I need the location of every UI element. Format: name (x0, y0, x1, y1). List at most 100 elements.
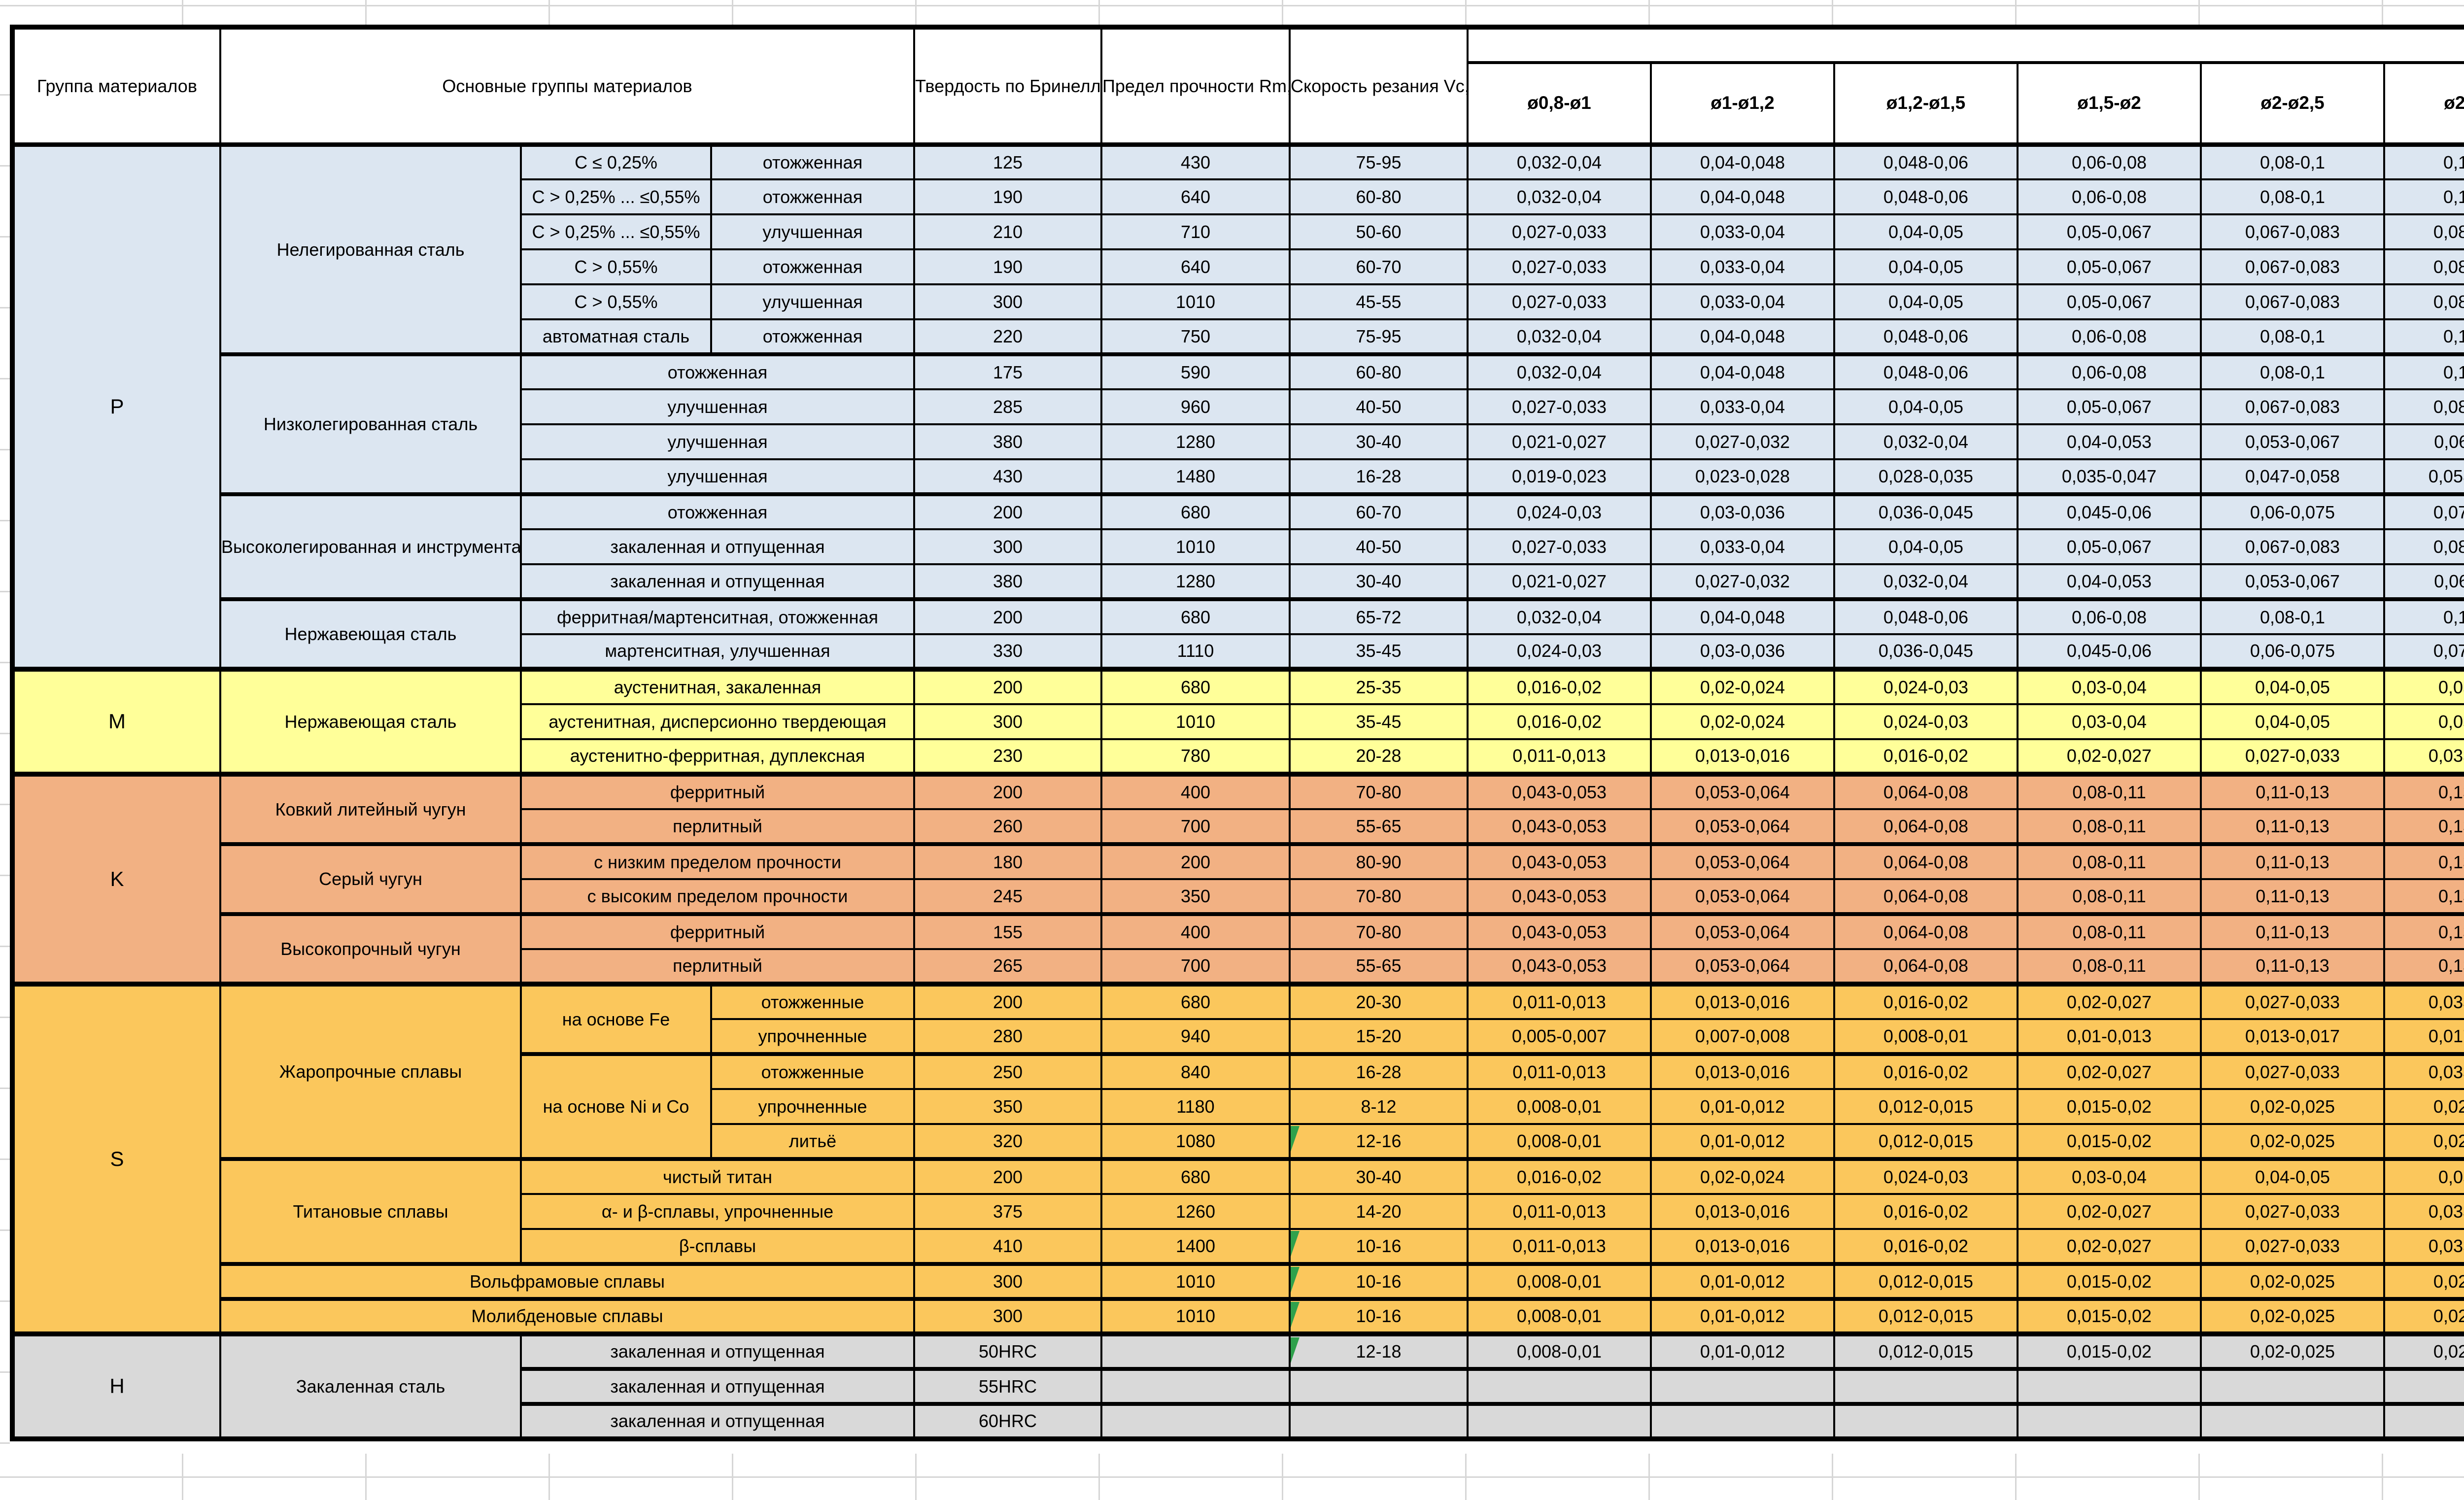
feed-cell[interactable]: 0,032-0,04 (1467, 318, 1652, 355)
rm-cell[interactable]: 700 (1100, 948, 1291, 985)
feed-cell[interactable]: 0,05-0,08 (2383, 703, 2464, 740)
condition-cell[interactable]: C > 0,25% ... ≤0,55% (520, 213, 712, 250)
feed-cell[interactable] (1467, 1402, 1652, 1440)
treatment-cell[interactable]: отожженная (710, 178, 915, 215)
feed-cell[interactable]: 0,013-0,016 (1650, 982, 1835, 1020)
feed-cell[interactable]: 0,015-0,02 (2017, 1088, 2202, 1125)
feed-cell[interactable]: 0,025-0,04 (2383, 1088, 2464, 1125)
feed-cell[interactable]: 0,08-0,11 (2017, 948, 2202, 985)
feed-cell[interactable]: 0,048-0,06 (1833, 178, 2019, 215)
feed-cell[interactable]: 0,064-0,08 (1833, 808, 2019, 845)
feed-cell[interactable]: 0,011-0,013 (1467, 738, 1652, 775)
feed-cell[interactable]: 0,064-0,08 (1833, 878, 2019, 915)
feed-cell[interactable]: 0,021-0,027 (1467, 563, 1652, 600)
feed-cell[interactable]: 0,033-0,053 (2383, 1193, 2464, 1230)
feed-cell[interactable]: 0,083-0,13 (2383, 248, 2464, 285)
vc-cell[interactable]: 40-50 (1289, 528, 1469, 565)
condition-cell[interactable]: закаленная и отпущенная (520, 1402, 915, 1440)
feed-cell[interactable]: 0,008-0,01 (1467, 1331, 1652, 1370)
vc-cell[interactable]: 14-20 (1289, 1193, 1469, 1230)
feed-cell[interactable]: 0,033-0,04 (1650, 283, 1835, 320)
feed-cell[interactable]: 0,012-0,015 (1833, 1262, 2019, 1300)
feed-cell[interactable]: 0,04-0,05 (1833, 528, 2019, 565)
feed-cell[interactable]: 0,053-0,064 (1650, 948, 1835, 985)
feed-cell[interactable] (2200, 1367, 2385, 1405)
feed-cell[interactable]: 0,007-0,008 (1650, 1018, 1835, 1055)
feed-cell[interactable]: 0,064-0,08 (1833, 772, 2019, 810)
rm-cell[interactable]: 1010 (1100, 283, 1291, 320)
vc-cell[interactable]: 55-65 (1289, 808, 1469, 845)
feed-cell[interactable]: 0,027-0,033 (2200, 1228, 2385, 1265)
feed-cell[interactable]: 0,033-0,04 (1650, 528, 1835, 565)
feed-cell[interactable]: 0,04-0,048 (1650, 318, 1835, 355)
hb-cell[interactable]: 285 (913, 388, 1102, 425)
feed-cell[interactable]: 0,053-0,064 (1650, 912, 1835, 950)
feed-cell[interactable]: 0,11-0,13 (2200, 912, 2385, 950)
hb-cell[interactable]: 200 (913, 1157, 1102, 1195)
treatment-cell[interactable]: улучшенная (710, 213, 915, 250)
feed-cell[interactable] (1650, 1402, 1835, 1440)
treatment-cell[interactable]: упрочненные (710, 1088, 915, 1125)
feed-cell[interactable]: 0,075-0,12 (2383, 633, 2464, 670)
material-cell[interactable]: Нелегированная сталь (219, 143, 522, 355)
vc-cell[interactable]: 10-16 (1289, 1228, 1469, 1265)
feed-cell[interactable]: 0,04-0,048 (1650, 178, 1835, 215)
hb-cell[interactable]: 380 (913, 423, 1102, 460)
hb-cell[interactable]: 200 (913, 982, 1102, 1020)
feed-cell[interactable]: 0,04-0,05 (1833, 283, 2019, 320)
feed-cell[interactable]: 0,027-0,033 (1467, 388, 1652, 425)
rm-cell[interactable]: 680 (1100, 667, 1291, 705)
feed-cell[interactable]: 0,025-0,04 (2383, 1331, 2464, 1370)
treatment-cell[interactable]: отожженные (710, 1052, 915, 1090)
feed-cell[interactable]: 0,025-0,04 (2383, 1123, 2464, 1160)
feed-cell[interactable]: 0,06-0,08 (2017, 143, 2202, 180)
feed-cell[interactable]: 0,05-0,067 (2017, 248, 2202, 285)
treatment-cell[interactable]: отожженная (710, 248, 915, 285)
material-cell[interactable]: Низколегированная сталь (219, 352, 522, 495)
feed-cell[interactable]: 0,02-0,025 (2200, 1088, 2385, 1125)
vc-cell[interactable]: 12-18 (1289, 1331, 1469, 1370)
condition-cell[interactable]: ферритная/мартенситная, отожженная (520, 597, 915, 635)
rm-cell[interactable]: 430 (1100, 143, 1291, 180)
feed-cell[interactable]: 0,08-0,1 (2200, 597, 2385, 635)
vc-cell[interactable]: 15-20 (1289, 1018, 1469, 1055)
hb-cell[interactable]: 265 (913, 948, 1102, 985)
feed-cell[interactable]: 0,027-0,032 (1650, 423, 1835, 460)
hb-cell[interactable]: 230 (913, 738, 1102, 775)
feed-cell[interactable]: 0,043-0,053 (1467, 948, 1652, 985)
feed-cell[interactable]: 0,045-0,06 (2017, 492, 2202, 530)
feed-cell[interactable]: 0,015-0,02 (2017, 1262, 2202, 1300)
feed-cell[interactable]: 0,027-0,033 (1467, 248, 1652, 285)
condition-cell[interactable]: закаленная и отпущенная (520, 563, 915, 600)
rm-cell[interactable]: 680 (1100, 492, 1291, 530)
vc-cell[interactable]: 10-16 (1289, 1262, 1469, 1300)
feed-cell[interactable]: 0,032-0,04 (1467, 597, 1652, 635)
feed-cell[interactable]: 0,03-0,04 (2017, 667, 2202, 705)
feed-cell[interactable]: 0,013-0,017 (2200, 1018, 2385, 1055)
feed-cell[interactable] (2017, 1367, 2202, 1405)
feed-cell[interactable]: 0,05-0,067 (2017, 283, 2202, 320)
rm-cell[interactable]: 680 (1100, 1157, 1291, 1195)
feed-cell[interactable]: 0,043-0,053 (1467, 772, 1652, 810)
hb-cell[interactable]: 200 (913, 597, 1102, 635)
feed-cell[interactable]: 0,05-0,08 (2383, 1157, 2464, 1195)
rm-cell[interactable]: 710 (1100, 213, 1291, 250)
feed-cell[interactable]: 0,016-0,02 (1833, 738, 2019, 775)
feed-cell[interactable]: 0,011-0,013 (1467, 1193, 1652, 1230)
vc-cell[interactable]: 60-80 (1289, 352, 1469, 390)
rm-cell[interactable]: 700 (1100, 808, 1291, 845)
feed-cell[interactable]: 0,06-0,08 (2017, 352, 2202, 390)
hb-cell[interactable]: 300 (913, 703, 1102, 740)
hb-cell[interactable]: 300 (913, 1297, 1102, 1335)
feed-cell[interactable]: 0,13-0,21 (2383, 948, 2464, 985)
feed-cell[interactable]: 0,027-0,033 (2200, 982, 2385, 1020)
feed-cell[interactable]: 0,083-0,13 (2383, 283, 2464, 320)
feed-cell[interactable]: 0,027-0,033 (1467, 213, 1652, 250)
condition-cell[interactable]: α- и β-сплавы, упрочненные (520, 1193, 915, 1230)
treatment-cell[interactable]: литьё (710, 1123, 915, 1160)
feed-cell[interactable]: 0,1-0,16 (2383, 597, 2464, 635)
feed-cell[interactable]: 0,01-0,012 (1650, 1123, 1835, 1160)
condition-cell[interactable]: β-сплавы (520, 1228, 915, 1265)
group-letter-cell[interactable]: H (11, 1331, 221, 1440)
feed-cell[interactable]: 0,08-0,11 (2017, 912, 2202, 950)
